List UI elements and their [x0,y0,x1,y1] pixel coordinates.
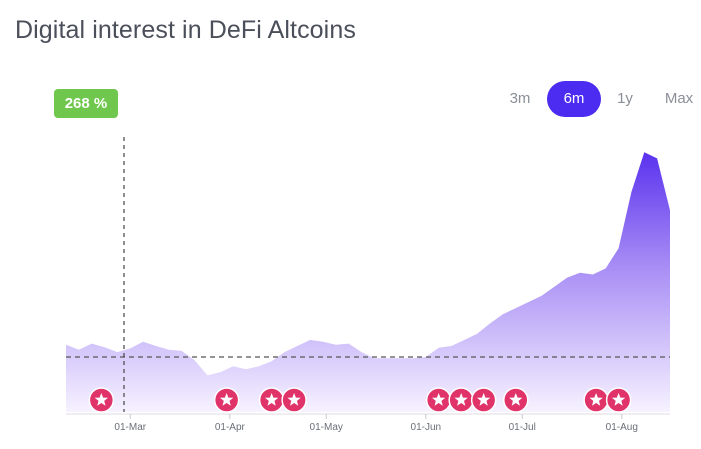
event-marker[interactable] [425,387,452,413]
event-marker[interactable] [88,387,115,413]
event-marker[interactable] [281,387,307,413]
star-icon [477,393,491,406]
star-icon [94,393,108,406]
percent-badge: 268 % [54,89,118,118]
star-icon [220,393,234,406]
x-tick-label: 01-Mar [114,422,146,433]
event-marker[interactable] [448,387,474,413]
chart-title: Digital interest in DeFi Altcoins [15,16,356,44]
star-icon [265,393,279,406]
x-tick-label: 01-May [310,422,343,433]
x-tick-label: 01-Jun [411,422,442,433]
x-tick-label: 01-Apr [215,422,246,433]
star-icon [432,393,446,406]
star-icon [589,393,603,406]
event-marker[interactable] [583,387,609,413]
star-icon [454,393,468,406]
x-tick-label: 01-Jul [509,422,536,433]
event-marker[interactable] [470,387,497,413]
series-area [66,152,670,413]
tab-3m[interactable]: 3m [509,90,531,107]
tab-1y[interactable]: 1y [617,90,633,107]
star-icon [287,393,301,406]
tab-6m[interactable]: 6m [547,81,601,117]
event-marker[interactable] [605,387,632,413]
event-marker[interactable] [258,387,285,413]
star-icon [509,393,523,406]
x-tick-label: 01-Aug [606,422,638,433]
star-icon [611,393,626,406]
event-marker[interactable] [503,387,529,413]
event-marker[interactable] [213,387,240,413]
tab-max[interactable]: Max [664,90,694,107]
